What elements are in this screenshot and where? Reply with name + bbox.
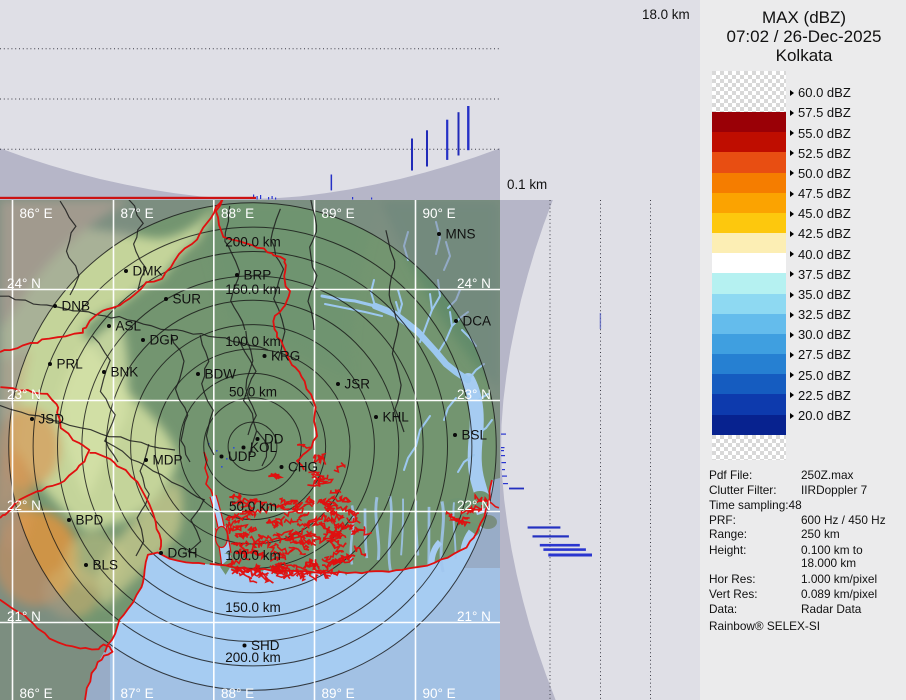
svg-text:BNK: BNK <box>111 365 139 380</box>
svg-text:88° E: 88° E <box>221 686 254 700</box>
svg-text:50.0 km: 50.0 km <box>229 499 277 514</box>
svg-text:21° N: 21° N <box>457 609 491 624</box>
svg-text:DGP: DGP <box>150 333 179 348</box>
svg-text:JSR: JSR <box>345 377 371 392</box>
svg-text:SUR: SUR <box>173 292 202 307</box>
svg-text:87° E: 87° E <box>121 206 154 221</box>
svg-text:KHL: KHL <box>383 410 410 425</box>
svg-text:DMK: DMK <box>133 264 163 279</box>
svg-text:150.0 km: 150.0 km <box>225 600 281 615</box>
svg-text:150.0 km: 150.0 km <box>225 282 281 297</box>
svg-text:89° E: 89° E <box>322 206 355 221</box>
svg-text:DNB: DNB <box>62 299 91 314</box>
svg-text:50.0 km: 50.0 km <box>229 385 277 400</box>
svg-text:KOL: KOL <box>250 440 278 455</box>
svg-text:23° N: 23° N <box>7 387 41 402</box>
svg-text:BDW: BDW <box>205 367 237 382</box>
svg-text:BSL: BSL <box>462 428 488 443</box>
svg-text:KRG: KRG <box>271 349 300 364</box>
svg-text:24° N: 24° N <box>457 276 491 291</box>
svg-text:SHD: SHD <box>251 638 280 653</box>
svg-text:89° E: 89° E <box>322 686 355 700</box>
svg-text:24° N: 24° N <box>7 276 41 291</box>
svg-text:PRL: PRL <box>57 357 84 372</box>
svg-text:CHG: CHG <box>288 460 318 475</box>
svg-text:23° N: 23° N <box>457 387 491 402</box>
svg-text:BLS: BLS <box>93 558 119 573</box>
svg-text:MDP: MDP <box>153 453 183 468</box>
svg-text:90° E: 90° E <box>423 686 456 700</box>
svg-text:ASL: ASL <box>116 319 142 334</box>
svg-text:UDP: UDP <box>228 449 257 464</box>
svg-text:BRP: BRP <box>244 268 272 283</box>
svg-text:100.0 km: 100.0 km <box>225 334 281 349</box>
svg-text:86° E: 86° E <box>20 206 53 221</box>
svg-text:100.0 km: 100.0 km <box>225 548 281 563</box>
svg-text:22° N: 22° N <box>457 498 491 513</box>
svg-text:200.0 km: 200.0 km <box>225 650 281 665</box>
svg-text:JSD: JSD <box>39 412 65 427</box>
svg-text:DGH: DGH <box>168 546 198 561</box>
svg-text:BPD: BPD <box>76 513 104 528</box>
svg-text:88° E: 88° E <box>221 206 254 221</box>
svg-text:22° N: 22° N <box>7 498 41 513</box>
svg-text:200.0 km: 200.0 km <box>225 235 281 250</box>
svg-text:21° N: 21° N <box>7 609 41 624</box>
svg-text:MNS: MNS <box>446 227 476 242</box>
svg-text:90° E: 90° E <box>423 206 456 221</box>
svg-text:86° E: 86° E <box>20 686 53 700</box>
svg-text:87° E: 87° E <box>121 686 154 700</box>
svg-text:DD: DD <box>264 432 284 447</box>
svg-text:DCA: DCA <box>463 314 492 329</box>
